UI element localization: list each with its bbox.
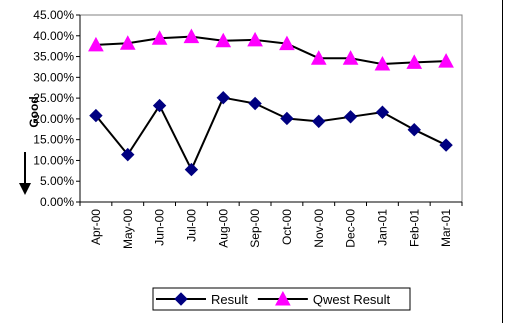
legend-label: Result [211,292,248,307]
series-result [89,90,453,177]
data-point-result [343,110,358,124]
data-point-result [216,90,230,105]
y-tick-label: 30.00% [33,70,74,84]
y-tick-label: 45.00% [33,8,74,22]
y-tick-label: 35.00% [33,50,74,64]
y-axis: 0.00% 5.00% 10.00% 15.00% 20.00% 25.00% 30.00%… [33,8,81,209]
y-tick-label: 5.00% [40,174,74,188]
data-point-result [184,162,199,177]
y-tick-label: 20.00% [33,112,74,126]
data-point-qwest-result [374,55,391,71]
y-axis-label: Good [27,96,41,127]
data-point-qwest-result [119,35,136,50]
x-tick-label: Apr-00 [89,209,103,245]
y-tick-label: 10.00% [33,153,74,167]
x-tick-label: Jan-01 [375,209,389,246]
x-tick-label: Mar-01 [439,209,453,247]
y-axis-label-group: Good [19,96,41,195]
x-tick-label: Feb-01 [407,209,421,247]
data-point-qwest-result [151,30,168,45]
legend-marker [275,290,291,306]
x-tick-label: Oct-00 [280,209,294,245]
x-tick-label: Dec-00 [344,209,358,248]
x-tick-label: Jun-00 [153,209,167,246]
legend: Result Qwest Result [152,287,411,311]
series-layer [88,28,454,177]
legend-label: Qwest Result [313,292,391,307]
data-point-qwest-result [183,28,200,44]
y-tick-label: 40.00% [33,29,74,43]
data-point-qwest-result [310,50,327,65]
data-point-result [152,98,167,113]
y-tick-label: 25.00% [33,91,74,105]
data-point-result [312,114,326,129]
data-point-result [280,111,294,126]
y-tick-label: 0.00% [40,195,74,209]
data-point-result [89,108,103,123]
x-tick-label: Aug-00 [216,209,230,248]
data-point-qwest-result [342,50,359,65]
series-qwest-result [88,28,454,71]
data-point-qwest-result [247,31,263,47]
data-point-qwest-result [438,53,454,68]
data-point-result [375,105,390,119]
data-point-qwest-result [279,35,295,51]
data-point-result [248,96,262,111]
x-axis: Apr-00 May-00 Jun-00 Jul-00 Aug-00 Sep-00 Oct-… [79,201,463,249]
legend-item-qwest-result: Qwest Result [257,290,391,307]
series-line-result [95,96,447,171]
legend-marker [174,292,188,306]
x-tick-label: Jul-00 [184,209,198,242]
data-point-qwest-result [406,54,423,69]
down-arrow-head [19,183,31,195]
x-tick-label: May-00 [121,209,135,249]
x-tick-label: Nov-00 [312,209,326,248]
series-line-qwest-result [95,35,447,66]
data-point-result [121,147,135,162]
data-point-qwest-result [88,36,104,52]
y-tick-label: 15.00% [33,133,74,147]
data-point-result [439,138,453,152]
legend-item-result: Result [156,292,248,307]
data-point-qwest-result [215,32,232,48]
x-tick-label: Sep-00 [248,209,262,248]
data-point-result [407,122,421,137]
